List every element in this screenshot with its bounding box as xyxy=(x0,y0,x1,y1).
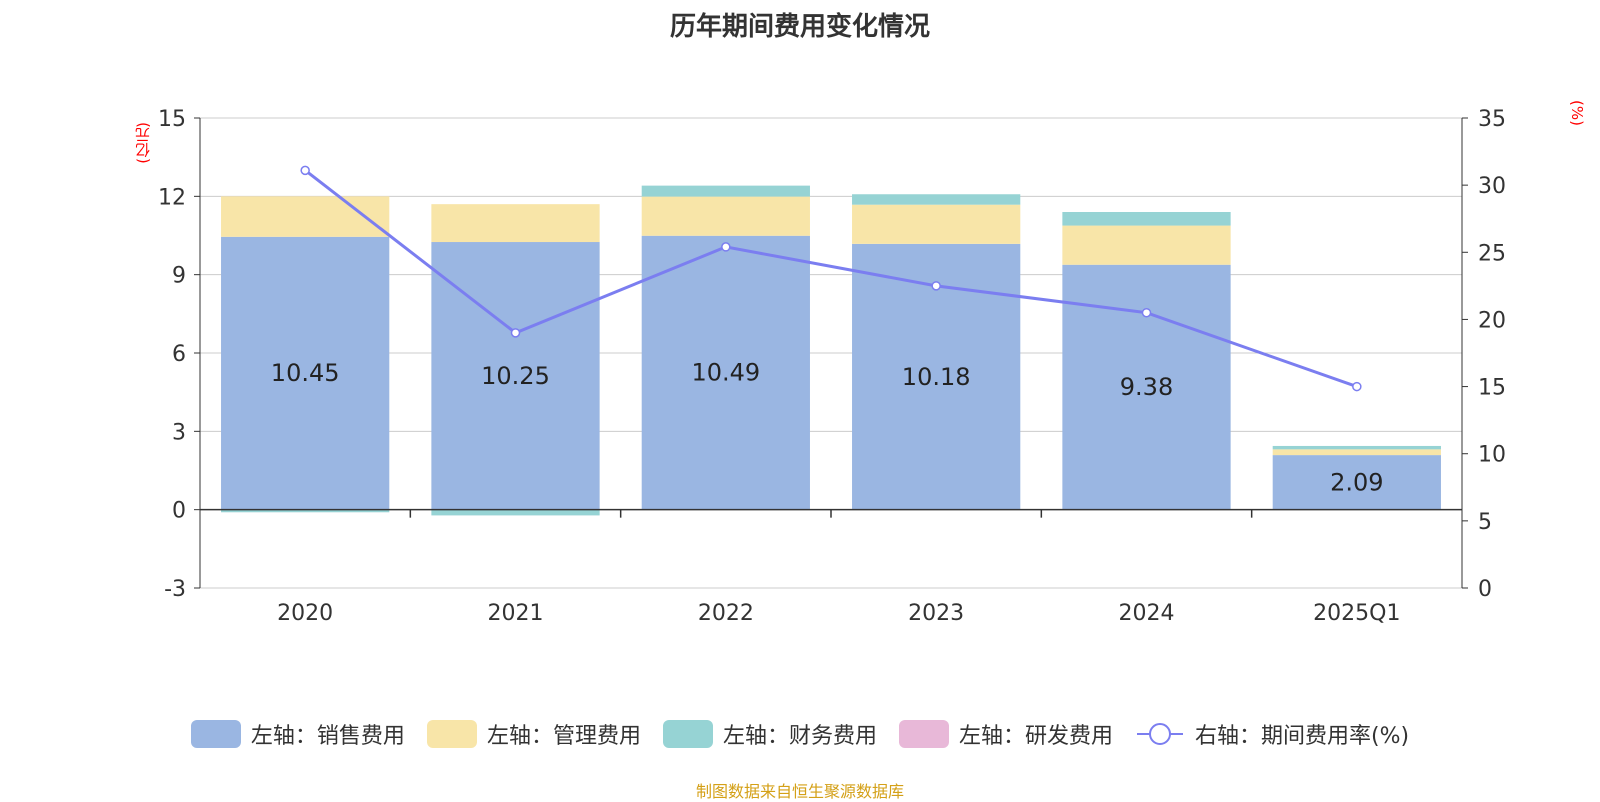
x-category-label: 2024 xyxy=(1119,601,1175,626)
bar-segment xyxy=(431,242,600,510)
legend-item-rnd[interactable]: 左轴：研发费用 xyxy=(898,718,1113,750)
right-tick-label: 30 xyxy=(1478,174,1506,199)
bar-segment xyxy=(852,204,1021,244)
bar-segment xyxy=(641,235,810,510)
left-tick-label: 12 xyxy=(158,185,186,210)
right-tick-label: 35 xyxy=(1478,107,1506,132)
rate-point xyxy=(510,328,521,338)
legend-swatch-sales xyxy=(190,720,241,748)
legend-label-sales: 左轴：销售费用 xyxy=(250,724,405,749)
rate-point xyxy=(300,165,310,176)
bar-value-label: 10.25 xyxy=(481,362,550,390)
bar-segment xyxy=(1272,455,1441,510)
bar-value-label: 9.38 xyxy=(1120,373,1173,401)
bar-value-label: 10.49 xyxy=(691,359,760,387)
bar-segment xyxy=(641,185,810,197)
bar-segment xyxy=(1272,445,1441,450)
rate-point xyxy=(931,281,941,291)
legend-item-sales[interactable]: 左轴：销售费用 xyxy=(190,718,405,750)
legend-label-rnd: 左轴：研发费用 xyxy=(958,724,1113,749)
left-tick-label: 0 xyxy=(172,499,186,524)
bar-value-label: 10.45 xyxy=(271,359,340,387)
data-source-note: 制图数据来自恒生聚源数据库 xyxy=(695,782,904,801)
bar-segment xyxy=(221,196,390,237)
legend-label-rate: 右轴：期间费用率(%) xyxy=(1194,724,1410,749)
bar-segment xyxy=(641,196,810,236)
bar-segment xyxy=(852,194,1021,205)
legend-swatch-finance xyxy=(662,720,713,748)
legend-swatch-admin xyxy=(426,720,477,748)
right-axis-unit: (%) xyxy=(1568,100,1586,126)
right-tick-label: 15 xyxy=(1478,376,1506,401)
x-category-label: 2022 xyxy=(698,601,754,626)
legend-item-finance[interactable]: 左轴：财务费用 xyxy=(662,718,877,750)
bar-segment xyxy=(431,204,600,243)
right-tick-label: 20 xyxy=(1478,308,1506,333)
bar-segment xyxy=(221,509,390,513)
x-category-label: 2021 xyxy=(488,601,544,626)
rate-point xyxy=(721,242,731,252)
x-category-label: 2020 xyxy=(277,601,333,626)
left-tick-label: 15 xyxy=(158,107,186,132)
legend-item-rate[interactable]: 右轴：期间费用率(%) xyxy=(1135,718,1409,750)
legend-item-admin[interactable]: 左轴：管理费用 xyxy=(426,718,641,750)
right-tick-label: 10 xyxy=(1478,443,1506,468)
chart-area: -3 0 3 6 9 12 15 0 5 10 15 20 25 30 35 10.45 2020 10.25 20… xyxy=(158,107,1506,626)
legend-label-admin: 左轴：管理费用 xyxy=(486,724,641,749)
legend-swatch-rnd xyxy=(898,720,949,748)
right-tick-label: 25 xyxy=(1478,241,1506,266)
chart-title: 历年期间费用变化情况 xyxy=(669,12,930,42)
right-tick-label: 5 xyxy=(1478,510,1492,535)
left-tick-label: 9 xyxy=(172,264,186,289)
bar-segment xyxy=(1272,449,1441,456)
bar-value-label: 2.09 xyxy=(1330,468,1383,496)
bar-segment xyxy=(431,509,600,516)
left-tick-label: -3 xyxy=(164,577,186,602)
rate-point xyxy=(1141,307,1152,318)
legend-line-marker-icon xyxy=(1136,723,1183,745)
rate-point xyxy=(1352,381,1362,392)
bar-segment xyxy=(1062,212,1231,226)
left-tick-label: 6 xyxy=(172,342,186,367)
rate-line xyxy=(304,169,1358,388)
bar-segment xyxy=(1062,225,1231,265)
x-category-label: 2023 xyxy=(908,601,964,626)
bar-value-label: 10.18 xyxy=(902,363,971,391)
bar-segment xyxy=(221,236,390,510)
legend-label-finance: 左轴：财务费用 xyxy=(722,724,877,749)
legend: 左轴：销售费用 左轴：管理费用 左轴：财务费用 左轴：研发费用 右轴：期间费用率… xyxy=(0,718,1600,750)
x-category-label: 2025Q1 xyxy=(1313,601,1400,626)
left-tick-label: 3 xyxy=(172,420,186,445)
right-tick-label: 0 xyxy=(1478,577,1492,602)
